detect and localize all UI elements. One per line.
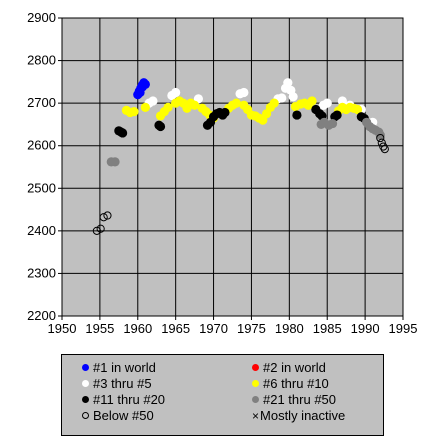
data-point-series-0: [137, 82, 147, 92]
data-point-series-4: [220, 107, 230, 118]
legend-label: #21 thru #50: [263, 392, 337, 407]
legend-marker-icon: [82, 380, 89, 387]
legend-item-7: Below #50: [82, 408, 154, 423]
data-point-series-2: [288, 92, 298, 102]
data-point-series-5: [110, 157, 120, 167]
legend-label: Mostly inactive: [260, 408, 346, 423]
chart: 1950 1955 1960 1965 1970 1975 1980 1985 1990 1995…: [27, 10, 418, 336]
data-point-series-3: [307, 96, 317, 106]
data-point-series-6: [99, 213, 108, 222]
data-point-series-6: [376, 133, 385, 143]
data-point-series-2: [277, 93, 287, 103]
legend-marker-icon: [82, 396, 89, 403]
x-tick-label: 1990: [351, 321, 380, 336]
y-tick-label: 2200: [27, 308, 56, 323]
legend: #1 in world #2 in world #3 thru #5 #6 th…: [61, 354, 384, 436]
legend-label: Below #50: [93, 408, 154, 423]
y-tick-label: 2700: [27, 95, 56, 110]
x-tick-label: 1960: [123, 321, 152, 336]
legend-item-5: #11 thru #20: [82, 392, 165, 407]
data-point-series-2: [239, 87, 249, 98]
y-tick-label: 2900: [27, 10, 56, 25]
data-point-series-4: [118, 128, 128, 138]
legend-label: #11 thru #20: [93, 392, 166, 407]
legend-item-4: #6 thru #10: [252, 376, 329, 391]
data-points: [92, 78, 389, 235]
x-tick-label: 1985: [313, 321, 342, 336]
legend-label: #6 thru #10: [263, 376, 329, 391]
legend-label: #1 in world: [93, 360, 156, 375]
data-point-series-2: [322, 98, 332, 108]
y-tick-label: 2400: [27, 223, 56, 238]
legend-item-6: #21 thru #50: [252, 392, 336, 407]
data-point-series-3: [352, 104, 363, 115]
data-point-series-6: [377, 138, 386, 147]
legend-marker-icon: [252, 380, 259, 387]
data-point-series-2: [337, 96, 347, 106]
data-point-series-3: [129, 107, 139, 117]
legend-marker-icon: [252, 396, 259, 403]
legend-marker-icon: [82, 364, 89, 371]
data-point-series-3: [163, 102, 173, 112]
data-point-series-4: [332, 110, 342, 120]
x-tick-label: 1950: [48, 321, 77, 336]
legend-marker-icon: [252, 364, 259, 371]
data-point-series-3: [231, 98, 241, 108]
legend-label: #2 in world: [263, 360, 326, 375]
y-tick-label: 2800: [27, 53, 56, 68]
x-tick-label: 1970: [199, 321, 228, 336]
legend-marker-icon: [82, 412, 89, 419]
x-tick-label: 1980: [275, 321, 304, 336]
data-point-series-5: [327, 118, 338, 129]
data-point-series-6: [103, 211, 112, 220]
x-tick-label: 1965: [161, 321, 190, 336]
x-axis-ticks: 1950 1955 1960 1965 1970 1975 1980 1985 1990 1995: [48, 316, 418, 336]
data-point-series-6: [380, 145, 389, 154]
data-point-series-2: [283, 78, 293, 88]
legend-label: #3 thru #5: [93, 376, 152, 391]
legend-item-2: #2 in world: [252, 360, 326, 375]
data-point-series-6: [96, 224, 105, 233]
y-axis-ticks: 2200 2300 2400 2500 2600 2700 2800 2900: [27, 10, 62, 323]
x-tick-label: 1995: [389, 321, 418, 336]
data-point-series-4: [155, 121, 166, 132]
data-point-series-2: [171, 87, 181, 98]
x-tick-label: 1955: [85, 321, 114, 336]
y-tick-label: 2300: [27, 265, 56, 280]
data-point-series-3: [140, 102, 150, 112]
data-point-series-5: [375, 130, 385, 140]
data-point-series-3: [190, 100, 200, 110]
data-point-series-4: [292, 110, 302, 120]
data-point-series-2: [148, 96, 158, 106]
data-point-series-3: [269, 98, 279, 108]
y-tick-label: 2600: [27, 138, 56, 153]
legend-item-1: #1 in world: [82, 360, 156, 375]
legend-item-3: #3 thru #5: [82, 376, 152, 391]
cross-marker-icon: ×: [252, 409, 260, 423]
plot-area: [61, 17, 404, 317]
legend-item-8: ×Mostly inactive: [252, 408, 345, 423]
x-tick-label: 1975: [237, 321, 266, 336]
y-tick-label: 2500: [27, 180, 56, 195]
